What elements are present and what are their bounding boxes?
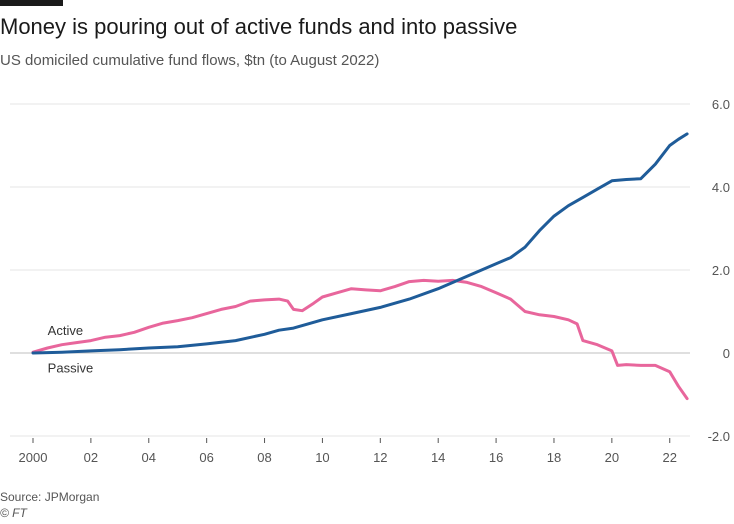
x-tick-label: 20	[605, 450, 619, 465]
y-tick-label: 4.0	[712, 180, 730, 195]
series-line-active	[31, 278, 689, 401]
x-tick-label: 02	[84, 450, 98, 465]
line-chart: 6.0 4.0 2.0 0 -2.0 2000 02 04 06 08 10 12 14 16 18 20 22…	[10, 97, 730, 465]
x-tick-label: 22	[663, 450, 677, 465]
ft-top-bar	[0, 0, 63, 6]
y-tick-label: -2.0	[708, 429, 730, 444]
x-tick-label: 04	[142, 450, 156, 465]
y-tick-label: 6.0	[712, 97, 730, 112]
chart-title: Money is pouring out of active funds and…	[0, 14, 518, 39]
x-tick-label: 12	[373, 450, 387, 465]
x-tick-label: 06	[199, 450, 213, 465]
series-layer	[31, 132, 689, 401]
series-line-passive	[31, 132, 689, 355]
x-tick-label: 14	[431, 450, 445, 465]
chart-subtitle: US domiciled cumulative fund flows, $tn …	[0, 52, 380, 69]
y-tick-label: 2.0	[712, 263, 730, 278]
x-tick-label: 2000	[19, 450, 48, 465]
series-label-active: Active	[48, 323, 83, 338]
y-tick-label: 0	[723, 346, 730, 361]
grid-layer	[10, 103, 690, 443]
x-tick-label: 08	[257, 450, 271, 465]
source-note: Source: JPMorgan	[0, 490, 100, 504]
series-label-passive: Passive	[48, 361, 94, 376]
x-tick-label: 10	[315, 450, 329, 465]
label-layer: 6.0 4.0 2.0 0 -2.0 2000 02 04 06 08 10 12 14 16 18 20 22…	[19, 97, 730, 465]
x-tick-label: 18	[547, 450, 561, 465]
x-tick-label: 16	[489, 450, 503, 465]
copyright-note: © FT	[0, 506, 27, 520]
